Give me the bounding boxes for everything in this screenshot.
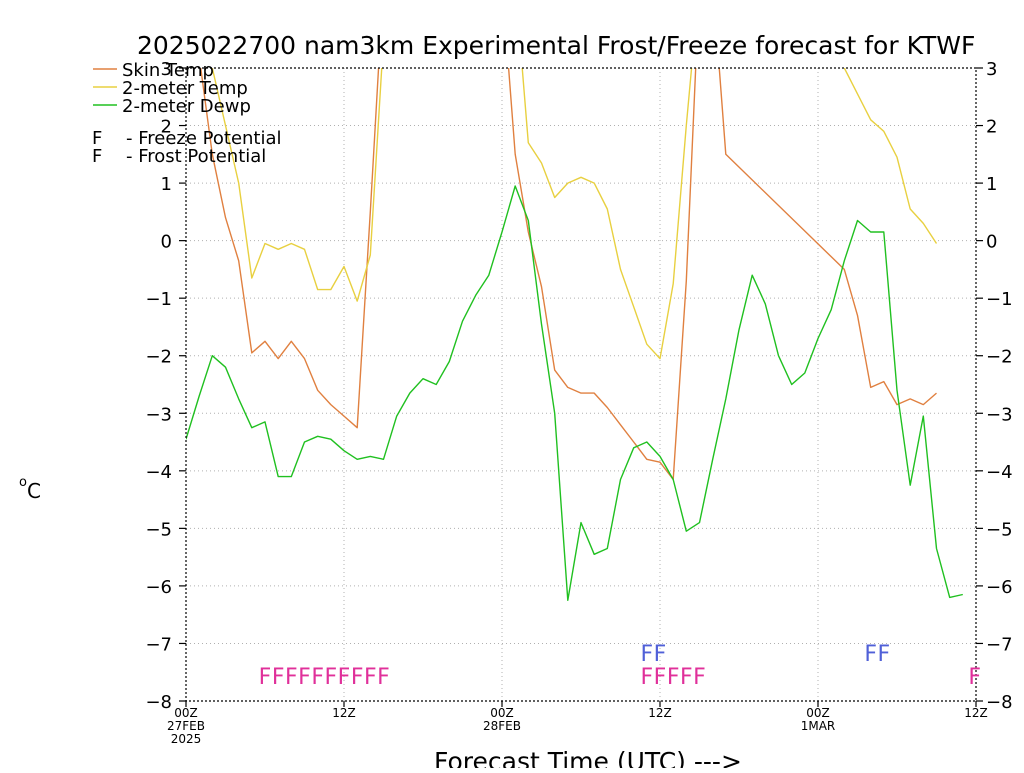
freeze-marker: F [641,665,654,690]
y-tick-label-left: −2 [145,347,172,368]
y-tick-label-left: −4 [145,462,172,483]
y-tick-label-left: 3 [161,59,172,80]
freeze-marker: F [272,665,285,690]
x-tick-label: 12Z [332,706,356,720]
series-line-0 [200,68,937,481]
x-tick-label: 28FEB [483,719,521,733]
y-tick-label-right: −3 [986,404,1013,425]
freeze-marker: F [259,665,272,690]
freeze-marker: F [667,665,680,690]
y-tick-label-right: −6 [986,577,1013,598]
x-tick-label: 00Z [806,706,830,720]
freeze-marker: F [325,665,338,690]
x-axis-label: Forecast Time (UTC) ---> [434,747,742,768]
y-tick-label-right: 2 [986,117,997,138]
y-tick-label-right: 3 [986,59,997,80]
x-tick-label: 2025 [171,732,202,746]
chart-title: 2025022700 nam3km Experimental Frost/Fre… [137,31,975,60]
freeze-marker: F [680,665,693,690]
y-tick-label-right: −4 [986,462,1013,483]
series-line-1 [211,68,938,360]
frost-marker: F [641,642,654,667]
freeze-marker: F [364,665,377,690]
y-tick-label-right: 1 [986,174,997,195]
y-tick-label-left: 1 [161,174,172,195]
x-tick-label: 00Z [490,706,514,720]
legend-freeze-letter: F [92,128,102,149]
freeze-marker: F [377,665,390,690]
legend-freeze-label: - Freeze Potential [126,128,282,149]
freeze-marker: F [654,665,667,690]
legend-label-1: 2-meter Temp [122,78,248,99]
plot-frame [185,67,977,702]
y-tick-label-right: −8 [986,692,1013,713]
y-tick-label-left: −6 [145,577,172,598]
y-tick-label-left: −1 [145,289,172,310]
x-tick-label: 1MAR [801,719,836,733]
legend-label-2: 2-meter Dewp [122,96,251,117]
legend-frost-label: - Frost Potential [126,146,266,167]
y-tick-label-right: −5 [986,519,1013,540]
y-tick-label-left: 0 [161,232,172,253]
freeze-marker: F [968,665,981,690]
legend-label-0: Skin Temp [122,60,214,81]
y-tick-label-left: −8 [145,692,172,713]
legend-frost-letter: F [92,146,102,167]
y-tick-label-left: −7 [145,634,172,655]
y-unit-degree: o [19,475,27,490]
x-tick-label: 12Z [964,706,988,720]
y-tick-label-left: −3 [145,404,172,425]
y-tick-label-right: −7 [986,634,1013,655]
freeze-marker: F [285,665,298,690]
y-tick-label-right: −1 [986,289,1013,310]
frost-marker: F [654,642,667,667]
freeze-marker: F [338,665,351,690]
y-tick-label-left: −5 [145,519,172,540]
series-group [186,68,963,601]
frost-marker: F [864,642,877,667]
frost-marker: F [878,642,891,667]
y-unit-letter: C [27,479,41,503]
x-tick-label: 00Z [174,706,198,720]
y-tick-label-right: 0 [986,232,997,253]
freeze-marker: F [693,665,706,690]
freeze-marker: F [351,665,364,690]
y-tick-label-right: −2 [986,347,1013,368]
series-line-2 [186,185,963,601]
x-tick-label: 12Z [648,706,672,720]
x-tick-label: 27FEB [167,719,205,733]
y-tick-label-left: 2 [161,117,172,138]
freeze-marker: F [298,665,311,690]
freeze-marker: F [311,665,324,690]
